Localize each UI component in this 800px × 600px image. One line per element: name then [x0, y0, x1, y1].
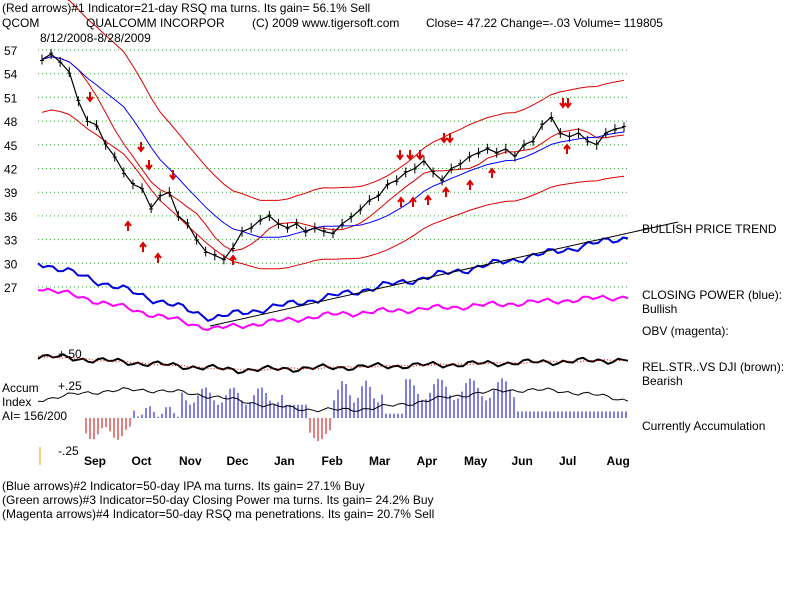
buy-arrow	[488, 167, 496, 178]
sell-arrow	[446, 133, 454, 144]
x-tick-label: Jun	[512, 454, 533, 468]
buy-arrow	[139, 241, 147, 252]
sell-arrow	[169, 170, 177, 181]
date-range: 8/12/2008-8/28/2009	[40, 31, 151, 45]
sell-arrow	[416, 150, 424, 161]
x-tick-label: Sep	[84, 454, 106, 468]
x-tick-label: Mar	[369, 454, 391, 468]
indicator-4-line: (Magenta arrows)#4 Indicator=50-day RSQ …	[2, 507, 435, 521]
y-tick-labels: 57 54 51 48 45 42 39 36 33 30 27	[4, 44, 18, 295]
sell-arrow	[396, 150, 404, 161]
buy-arrow	[442, 186, 450, 197]
buy-arrow	[563, 143, 571, 154]
upper-band	[66, 0, 625, 201]
sell-arrow	[145, 160, 153, 171]
trend-label: BULLISH PRICE TREND	[642, 222, 777, 236]
y-tick-label: 57	[4, 44, 18, 58]
buy-arrow	[229, 254, 237, 265]
x-tick-label: May	[464, 454, 488, 468]
quote-summary: Close= 47.22 Change=-.03 Volume= 119805	[426, 16, 663, 30]
indicator-1-line: (Red arrows)#1 Indicator=21-day RSQ ma t…	[2, 1, 371, 15]
sell-arrow	[137, 142, 145, 153]
accum-plus25: +.25	[58, 379, 82, 393]
copyright: (C) 2009 www.tigersoft.com	[252, 16, 400, 30]
y-tick-label: 42	[4, 163, 18, 177]
buy-arrow	[466, 179, 474, 190]
y-tick-label: 30	[4, 257, 18, 271]
obv-label: OBV (magenta):	[642, 324, 729, 338]
accum-minus25: -.25	[58, 444, 79, 458]
y-tick-label: 54	[4, 68, 18, 82]
short-ma-line	[41, 56, 625, 252]
y-tick-label: 36	[4, 210, 18, 224]
sell-arrow	[86, 92, 94, 103]
sell-arrow	[440, 133, 448, 144]
x-tick-label: Aug	[607, 454, 630, 468]
y-tick-label: 45	[4, 139, 18, 153]
relstr-status: Bearish	[642, 374, 683, 388]
sell-arrow	[559, 98, 567, 109]
company-name: QUALCOMM INCORPOR	[86, 16, 225, 30]
x-tick-label: Jan	[274, 454, 295, 468]
indicator-series	[37, 0, 629, 375]
closing-power-line	[37, 236, 629, 322]
y-tick-label: 51	[4, 91, 18, 105]
lower-band	[41, 109, 625, 270]
buy-arrow	[154, 252, 162, 263]
y-tick-label: 39	[4, 186, 18, 200]
sell-arrow	[564, 98, 572, 109]
blue-ma-line	[41, 56, 625, 238]
indicator-3-line: (Green arrows)#3 Indicator=50-day Closin…	[2, 493, 434, 507]
accum-plus50: +.50	[58, 347, 82, 361]
accum-ma-line	[37, 387, 629, 413]
accum-ai: AI= 156/200	[2, 409, 68, 423]
buy-arrow	[124, 220, 132, 231]
indicator-2-line: (Blue arrows)#2 Indicator=50-day IPA ma …	[2, 479, 365, 493]
y-tick-label: 33	[4, 234, 18, 248]
y-tick-label: 48	[4, 115, 18, 129]
price-gridlines	[38, 49, 628, 288]
x-tick-label: Apr	[417, 454, 438, 468]
buy-arrow	[424, 194, 432, 205]
accum-title-2: Index	[2, 395, 32, 409]
closing-power-label: CLOSING POWER (blue):	[642, 288, 783, 302]
x-tick-label: Jul	[559, 454, 576, 468]
sell-arrow	[406, 150, 414, 161]
x-tick-label: Feb	[322, 454, 343, 468]
bullish-trendline	[209, 221, 679, 327]
relstr-ma-line	[37, 355, 629, 371]
y-tick-label: 27	[4, 281, 18, 295]
relstr-line	[37, 353, 629, 375]
price-bars	[40, 48, 626, 265]
closing-power-status: Bullish	[642, 302, 678, 316]
buy-arrow	[409, 196, 417, 207]
x-tick-label: Oct	[132, 454, 152, 468]
relstr-label: REL.STR..VS DJI (brown):	[642, 360, 785, 374]
x-tick-labels: Sep Oct Nov Dec Jan Feb Mar Apr May Jun Jul Aug	[84, 454, 630, 468]
accum-status: Currently Accumulation	[642, 419, 766, 433]
accum-title-1: Accum	[2, 381, 39, 395]
buy-arrow	[397, 196, 405, 207]
accum-index-bars	[37, 378, 629, 442]
x-tick-label: Dec	[227, 454, 249, 468]
signal-arrows	[86, 92, 572, 265]
obv-line	[37, 287, 629, 332]
price-line	[41, 53, 625, 261]
symbol: QCOM	[2, 16, 40, 30]
x-tick-label: Nov	[179, 454, 202, 468]
